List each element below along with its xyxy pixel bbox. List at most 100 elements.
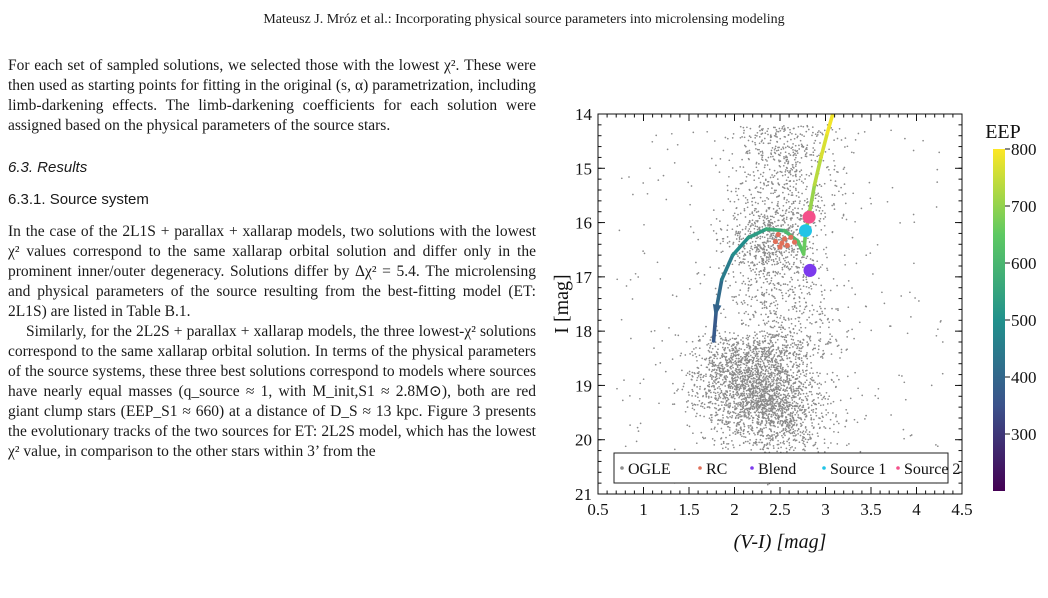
ogle-star xyxy=(757,373,760,376)
ogle-star xyxy=(816,310,819,313)
ogle-star xyxy=(806,341,809,343)
ogle-star xyxy=(820,394,822,397)
ogle-star xyxy=(643,252,646,255)
ogle-star xyxy=(749,394,752,397)
ogle-star xyxy=(766,259,768,261)
ogle-star xyxy=(770,385,773,387)
ogle-star xyxy=(731,377,733,380)
ogle-star xyxy=(717,353,719,356)
ogle-star xyxy=(747,261,750,263)
ogle-star xyxy=(802,274,805,276)
ogle-star xyxy=(733,296,736,299)
ogle-star xyxy=(819,338,822,340)
ogle-star xyxy=(653,329,656,332)
y-tick-label: 15 xyxy=(575,159,592,178)
ogle-star xyxy=(766,377,769,380)
ogle-star xyxy=(765,261,767,263)
ogle-star xyxy=(791,335,794,338)
ogle-star xyxy=(760,158,763,161)
ogle-star xyxy=(939,321,942,323)
ogle-star xyxy=(729,415,731,418)
ogle-star xyxy=(793,396,796,399)
ogle-star xyxy=(810,287,813,290)
ogle-star xyxy=(730,365,733,368)
ogle-star xyxy=(814,443,816,446)
ogle-star xyxy=(770,407,772,409)
ogle-star xyxy=(737,187,740,190)
ogle-star xyxy=(778,405,780,408)
ogle-star xyxy=(716,357,718,360)
ogle-star xyxy=(728,429,731,431)
ogle-star xyxy=(785,341,788,343)
ogle-star xyxy=(776,338,779,341)
ogle-star xyxy=(696,273,699,275)
ogle-star xyxy=(809,339,812,342)
ogle-star xyxy=(719,392,722,395)
ogle-star xyxy=(728,385,730,388)
ogle-star xyxy=(833,202,835,205)
ogle-star xyxy=(673,448,676,451)
ogle-star xyxy=(760,270,762,272)
ogle-star xyxy=(768,283,771,285)
ogle-star xyxy=(742,340,744,343)
ogle-star xyxy=(766,434,769,437)
ogle-star xyxy=(747,412,750,415)
ogle-star xyxy=(734,379,737,381)
ogle-star xyxy=(730,190,733,193)
ogle-star xyxy=(844,202,847,205)
ogle-star xyxy=(716,430,718,433)
ogle-star xyxy=(782,401,785,403)
ogle-star xyxy=(837,171,839,173)
ogle-star xyxy=(764,424,767,426)
ogle-star xyxy=(869,197,872,200)
ogle-star xyxy=(816,131,819,134)
ogle-star xyxy=(721,383,724,386)
ogle-star xyxy=(701,357,704,360)
ogle-star xyxy=(759,276,761,279)
ogle-star xyxy=(796,366,798,369)
ogle-star xyxy=(806,144,809,147)
ogle-star xyxy=(772,234,775,237)
ogle-star xyxy=(747,425,750,427)
ogle-star xyxy=(803,256,805,259)
ogle-star xyxy=(778,403,781,406)
ogle-star xyxy=(774,407,777,410)
ogle-star xyxy=(788,248,791,251)
ogle-star xyxy=(794,343,796,346)
ogle-star xyxy=(762,258,765,260)
ogle-star xyxy=(725,400,728,403)
ogle-star xyxy=(758,350,760,353)
ogle-star xyxy=(695,261,697,264)
ogle-star xyxy=(777,362,780,365)
ogle-star xyxy=(743,386,746,389)
ogle-star xyxy=(726,359,729,362)
ogle-star xyxy=(779,289,782,292)
ogle-star xyxy=(771,320,774,323)
ogle-star xyxy=(791,407,793,410)
ogle-star xyxy=(715,293,718,296)
ogle-star xyxy=(761,241,764,244)
ogle-star xyxy=(797,392,800,395)
ogle-star xyxy=(761,340,764,343)
ogle-star xyxy=(764,377,766,379)
ogle-star xyxy=(744,353,746,356)
ogle-star xyxy=(686,424,689,427)
ogle-star xyxy=(773,216,775,219)
ogle-star xyxy=(738,236,741,239)
ogle-star xyxy=(811,247,814,250)
ogle-star xyxy=(765,437,768,440)
ogle-star xyxy=(742,274,745,277)
ogle-star xyxy=(789,173,792,176)
ogle-star xyxy=(738,396,740,399)
ogle-star xyxy=(740,238,743,241)
ogle-star xyxy=(775,351,778,354)
ogle-star xyxy=(620,177,623,180)
ogle-star xyxy=(760,301,763,304)
x-tick-label: 3.5 xyxy=(860,500,881,519)
ogle-star xyxy=(799,200,801,202)
ogle-star xyxy=(806,198,809,200)
ogle-star xyxy=(698,371,700,373)
ogle-star xyxy=(789,225,792,227)
ogle-star xyxy=(747,313,750,316)
